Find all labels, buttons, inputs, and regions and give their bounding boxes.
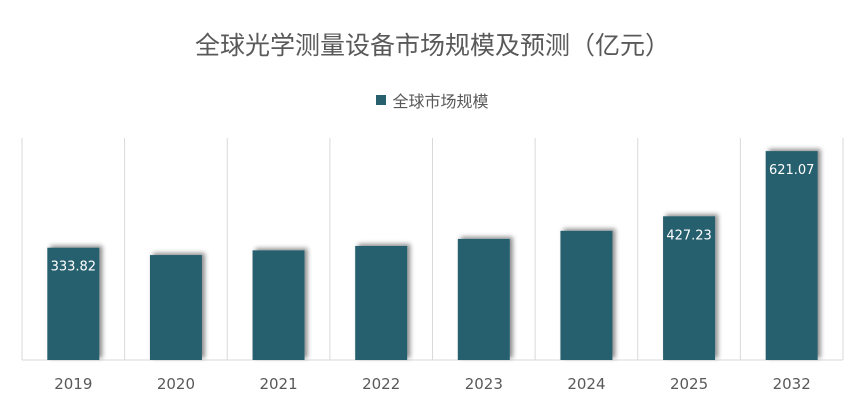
data-label-2032: 621.07 (769, 163, 815, 178)
data-label-2025: 427.23 (666, 228, 712, 243)
bar-2032 (765, 151, 818, 360)
bar-2021 (252, 250, 305, 360)
x-tick-label-2021: 2021 (259, 375, 297, 393)
x-tick-label-2019: 2019 (54, 375, 92, 393)
legend-label: 全球市场规模 (392, 92, 489, 111)
bar-2022 (355, 245, 408, 360)
bar-2020 (149, 255, 202, 360)
x-tick-label-2020: 2020 (157, 375, 195, 393)
bar-2025 (663, 216, 716, 360)
x-tick-label-2032: 2032 (773, 375, 811, 393)
x-tick-label-2025: 2025 (670, 375, 708, 393)
bar-2019 (47, 247, 100, 360)
bar-2023 (457, 238, 510, 360)
legend: 全球市场规模 (0, 88, 865, 112)
bar-2024 (560, 230, 613, 360)
legend-swatch (376, 95, 387, 105)
chart-title: 全球光学测量设备市场规模及预测（亿元） (194, 31, 670, 60)
x-tick-label-2022: 2022 (362, 375, 400, 393)
x-tick-label-2023: 2023 (465, 375, 503, 393)
x-tick-label-2024: 2024 (567, 375, 605, 393)
data-label-2019: 333.82 (51, 260, 97, 275)
